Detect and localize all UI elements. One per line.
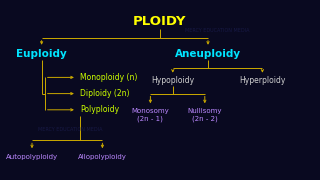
Text: Hyperploidy: Hyperploidy — [239, 76, 285, 86]
Text: Monosomy
(2n - 1): Monosomy (2n - 1) — [132, 108, 169, 122]
Text: PLOIDY: PLOIDY — [133, 15, 187, 28]
Text: Hypoploidy: Hypoploidy — [151, 76, 194, 86]
Text: Polyploidy: Polyploidy — [80, 105, 119, 114]
Text: MERCY EDUCATION MEDIA: MERCY EDUCATION MEDIA — [38, 127, 103, 132]
Text: Monoploidy (n): Monoploidy (n) — [80, 73, 137, 82]
Text: Diploidy (2n): Diploidy (2n) — [80, 89, 130, 98]
Text: Autopolyploidy: Autopolyploidy — [6, 154, 58, 160]
Text: MERCY EDUCATION MEDIA: MERCY EDUCATION MEDIA — [185, 28, 250, 33]
Text: Allopolyploidy: Allopolyploidy — [78, 154, 127, 160]
Text: Nullisomy
(2n - 2): Nullisomy (2n - 2) — [188, 108, 222, 122]
Text: Euploidy: Euploidy — [16, 49, 67, 59]
Text: Aneuploidy: Aneuploidy — [175, 49, 241, 59]
